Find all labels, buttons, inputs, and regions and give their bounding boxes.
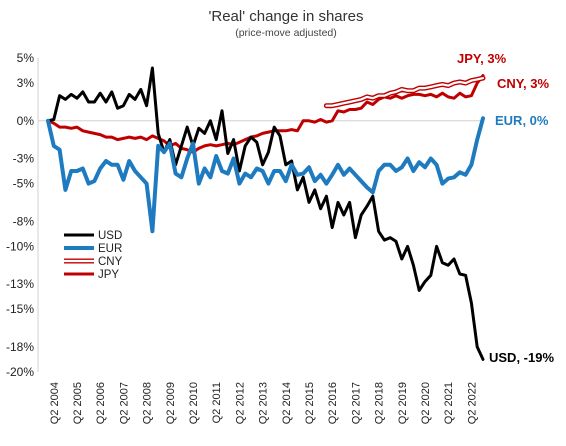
y-tick-label: -10% [6,239,34,253]
series-line-eur [46,116,485,234]
x-tick-label: Q2 2004 [49,382,61,424]
series-line-cny-inner [325,77,485,107]
x-tick-label: Q2 2012 [234,382,246,424]
x-tick-label: Q2 2009 [165,382,177,424]
end-label-jpy: JPY, 3% [457,51,507,66]
chart-subtitle: (price-move adjusted) [235,27,337,39]
x-tick-label: Q2 2013 [258,382,270,424]
x-tick-label: Q2 2016 [327,382,339,424]
x-tick-label: Q2 2017 [350,382,362,424]
end-label-cny: CNY, 3% [497,76,549,91]
x-tick-label: Q2 2019 [397,382,409,424]
y-tick-label: -8% [13,214,35,228]
x-tick-label: Q2 2014 [281,382,293,424]
x-tick-label: Q2 2015 [304,382,316,424]
y-tick-label: -3% [13,151,35,165]
legend-label-jpy: JPY [98,269,119,281]
x-tick-label: Q2 2008 [142,382,154,424]
series-line-usd [46,66,485,361]
x-tick-label: Q2 2007 [118,382,130,424]
x-tick-label: Q2 2010 [188,382,200,424]
x-tick-label: Q2 2018 [374,382,386,424]
y-tick-label: 3% [17,76,35,90]
y-tick-label: -18% [6,340,34,354]
legend-label-eur: EUR [98,243,122,255]
y-tick-label: -20% [6,365,34,379]
x-tick-label: Q2 2021 [443,382,455,424]
y-tick-label: 0% [17,114,35,128]
legend-label-cny: CNY [98,256,123,268]
chart-title: 'Real' change in shares [209,8,364,25]
x-tick-label: Q2 2022 [466,382,478,424]
x-tick-label: Q2 2006 [95,382,107,424]
end-label-usd: USD, -19% [489,350,554,365]
y-tick-label: -13% [6,277,34,291]
y-tick-label: -15% [6,302,34,316]
end-label-eur: EUR, 0% [495,113,549,128]
x-tick-label: Q2 2020 [420,382,432,424]
y-tick-label: 5% [17,51,35,65]
x-tick-label: Q2 2011 [211,382,223,423]
series-line-jpy [46,74,485,154]
x-tick-label: Q2 2005 [72,382,84,424]
legend-label-usd: USD [98,230,122,242]
y-tick-label: -5% [13,177,35,191]
